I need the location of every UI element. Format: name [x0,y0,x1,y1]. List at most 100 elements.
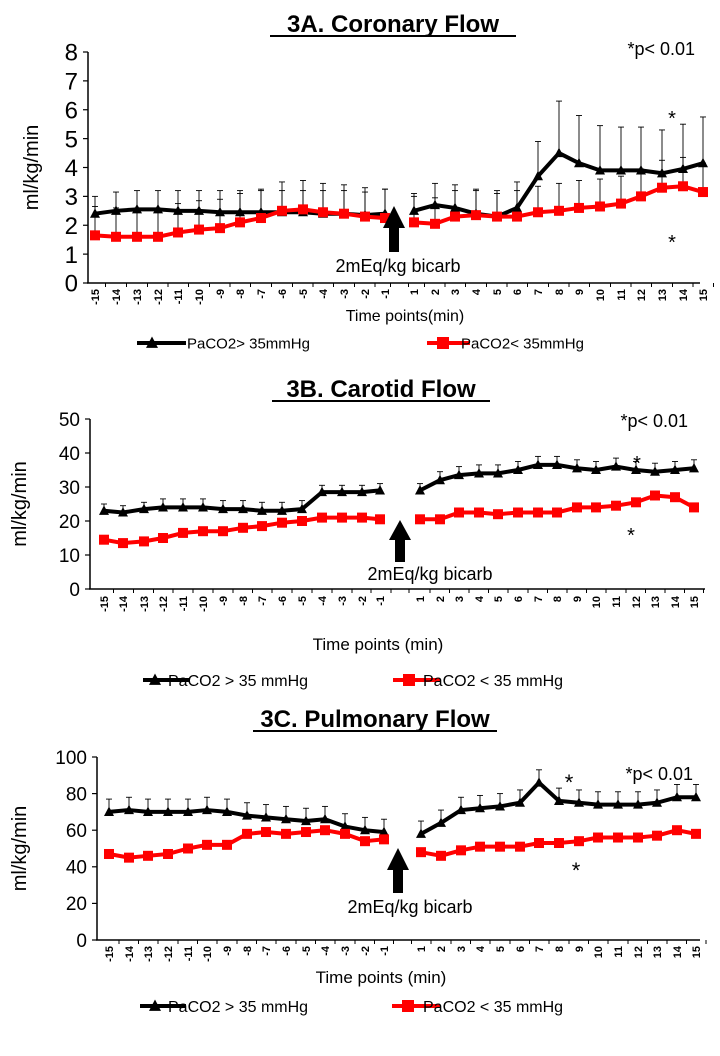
panel-3-x-tick-label: -9 [222,946,234,956]
panel-1-low-co2-data-point [215,223,225,234]
panel-3-low-co2-data-point [320,825,330,836]
panel-2-low-co2-data-point [650,490,660,501]
panel-3-legend-label-1: PaCO2 > 35 mmHg [168,999,308,1016]
panel-2-low-co2-data-point [297,516,307,526]
panel-2-legend-label-2: PaCO2 < 35 mmHg [423,673,563,690]
panel-1-significance-star: * [668,232,676,254]
panel-3-low-co2-data-point [416,847,426,858]
panel-2-low-co2-data-point [533,507,543,518]
panel-3-x-tick-label: 6 [515,946,527,952]
panel-3-low-co2-data-point [301,827,311,838]
panel-1-low-co2-data-point [678,181,688,192]
panel-1-low-co2-data-point [111,231,121,242]
panel-2-x-tick-label: -8 [238,596,250,606]
panel-2-high-co2-data-point [493,468,503,478]
panel-1-high-co2-data-point [574,157,584,168]
panel-1-low-co2-data-point [533,207,543,218]
panel-2-x-tick-label: 2 [435,596,447,602]
panel-2-x-tick-label: 10 [591,596,603,608]
panel-2-high-co2-data-point [474,468,484,478]
panel-1-x-tick-label: 14 [678,288,690,301]
panel-1-low-co2-data-point [298,204,308,215]
panel-2-x-tick-label: 4 [474,595,486,602]
panel-1-x-tick-label: 8 [554,289,566,295]
panel-3-low-co2-data-point [183,843,193,854]
panel-1-low-co2-data-point [409,217,419,228]
panel-2-low-co2-data-point [670,492,680,503]
panel-3-chart-title: 3C. Pulmonary Flow [260,706,490,733]
panel-3-low-co2-data-point [222,839,232,850]
panel-2-low-co2-data-point [689,502,699,513]
panel-3-x-tick-label: -2 [360,946,372,956]
panel-2-x-tick-label: -10 [198,596,210,612]
panel-3-x-axis-label: Time points (min) [316,968,447,987]
panel-3-high-co2-data-point [222,806,232,816]
panel-2-high-co2-data-point [99,505,109,515]
panel-3-low-co2-data-point [672,825,682,836]
panel-2-x-tick-label: -6 [277,596,289,606]
panel-1-low-co2-data-point [636,191,646,202]
panel-1-high-co2-data-point [698,157,708,168]
panel-3-high-co2-data-point [416,828,426,838]
panel-3-high-co2-data-point [633,799,643,809]
panel-3-high-co2-data-point [183,806,193,816]
panel-2-low-co2-data-point [611,500,621,511]
panel-2-low-co2-data-point [178,527,188,538]
panel-1-y-tick-label: 6 [65,97,78,124]
panel-3-high-co2-data-point [143,806,153,816]
panel-2-low-co2-data-point [375,514,385,525]
panel-3-x-tick-label: -5 [301,946,313,956]
panel-3-y-tick-label: 60 [66,821,87,842]
panel-2-high-co2-data-point [513,464,523,475]
panel-1-low-co2-data-point [574,202,584,213]
panel-3-high-co2-data-point [515,797,525,807]
panel-2-bicarb-arrow-shaft [395,539,405,562]
panel-3-low-co2-data-point [281,828,291,839]
panel-2-high-co2-data-point [591,464,601,475]
panel-3-low-co2-data-point [574,836,584,847]
panel-2-significance-note: *p< 0.01 [620,411,688,431]
panel-2-x-tick-label: 15 [689,596,701,608]
panel-2-high-co2-data-point [317,486,327,497]
panel-3-x-tick-label: -13 [143,946,155,962]
panel-3-significance-star: * [565,770,574,795]
panel-1-x-tick-label: 6 [512,289,524,295]
panel-3-low-co2-data-point [495,841,505,852]
panel-2-x-axis-label: Time points (min) [313,635,444,654]
panel-1-high-co2-data-point [533,170,543,181]
panel-2-x-tick-label: -9 [218,596,230,606]
panel-2-x-tick-label: 14 [670,595,682,608]
panel-1-low-co2-data-point [173,227,183,238]
panel-1-low-co2-data-point [595,201,605,212]
panel-2-low-co2-data-point [631,497,641,508]
panel-1-x-tick-label: -2 [360,289,372,299]
panel-1-high-co2-data-point [595,164,605,175]
panel-2-high-co2-data-point [631,464,641,475]
panel-2-high-co2-data-point [357,486,367,497]
panel-3-low-co2-data-point [613,832,623,843]
panel-3-low-co2-data-point [202,839,212,850]
panel-1-x-tick-label: 1 [409,289,421,295]
panel-3-high-co2-data-point [691,791,701,802]
panel-1-x-tick-label: -3 [339,289,351,299]
panel-1-x-tick-label: -7 [256,289,268,299]
panel-3-x-tick-label: 5 [495,946,507,952]
panel-1-low-co2-data-point [153,231,163,242]
panel-1-bicarb-arrow-shaft [389,227,399,252]
panel-2-low-co2-data-point [238,522,248,533]
panel-3-y-tick-label: 0 [76,931,87,952]
panel-3-low-co2-data-point [360,836,370,847]
panel-3-y-axis-label: ml/kg/min [9,806,31,892]
panel-2-high-co2-data-point [139,503,149,514]
panel-3-x-tick-label: -7 [261,946,273,956]
panel-3-x-tick-label: 1 [416,946,428,952]
panel-2-high-co2-data-point [218,503,228,514]
panel-2-legend-marker-2 [403,674,415,686]
panel-2-x-tick-label: 3 [454,596,466,602]
panel-3-low-co2-data-point [163,848,173,859]
panel-2-high-co2-data-point [454,469,464,480]
panel-1-significance-note: *p< 0.01 [627,39,695,59]
panel-1-x-tick-label: -11 [173,289,185,304]
panel-1-x-tick-label: 5 [492,289,504,295]
